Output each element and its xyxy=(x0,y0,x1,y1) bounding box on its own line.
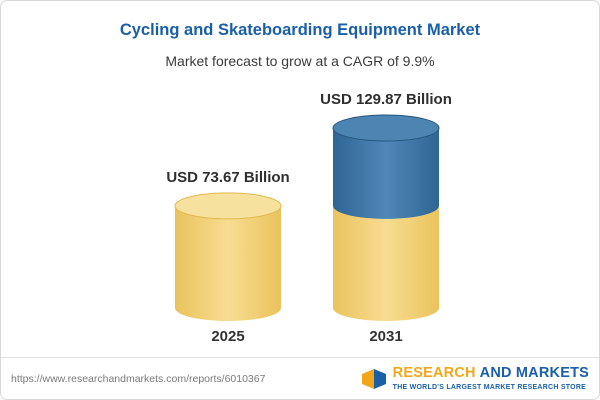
logo-word-and-markets: AND MARKETS xyxy=(479,364,589,381)
bar-year-label: 2031 xyxy=(369,328,402,345)
bar-chart: USD 73.67 Billion 2025 USD 129.87 Billion 2… xyxy=(166,91,452,345)
bar-2031: USD 129.87 Billion 2031 xyxy=(320,91,452,345)
report-url: https://www.researchandmarkets.com/repor… xyxy=(11,372,266,385)
footer: https://www.researchandmarkets.com/repor… xyxy=(1,357,599,399)
researchandmarkets-logo-icon xyxy=(361,368,386,389)
chart-title: Cycling and Skateboarding Equipment Mark… xyxy=(119,21,481,39)
cylinder-body xyxy=(333,205,439,321)
logo-word-research: RESEARCH xyxy=(392,364,476,381)
bar-value-label: USD 129.87 Billion xyxy=(320,91,452,108)
logo-wordmark: RESEARCH AND MARKETS xyxy=(392,364,589,382)
cylinder-top xyxy=(174,192,282,220)
bar-2025: USD 73.67 Billion 2025 xyxy=(166,169,289,345)
chart-subtitle: Market forecast to grow at a CAGR of 9.9… xyxy=(165,53,435,69)
bar-year-label: 2025 xyxy=(211,328,244,345)
cylinder-body xyxy=(175,205,281,321)
cylinder-body xyxy=(333,128,439,219)
logo-text: RESEARCH AND MARKETS THE WORLD'S LARGEST … xyxy=(392,364,589,392)
cylinder-top xyxy=(332,114,440,142)
bar-value-label: USD 73.67 Billion xyxy=(166,169,289,186)
researchandmarkets-logo: RESEARCH AND MARKETS THE WORLD'S LARGEST … xyxy=(361,364,589,392)
logo-tagline: THE WORLD'S LARGEST MARKET RESEARCH STOR… xyxy=(392,383,587,391)
